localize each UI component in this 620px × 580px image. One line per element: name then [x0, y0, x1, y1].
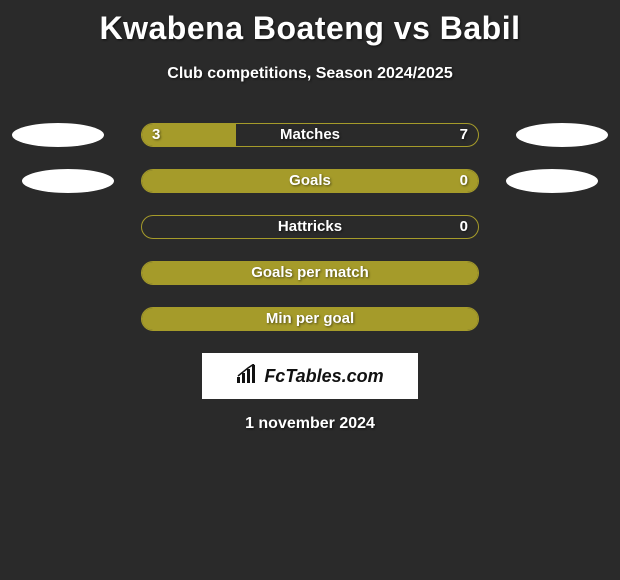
player-avatar-left	[22, 169, 114, 193]
stat-label: Goals per match	[142, 262, 478, 284]
stat-value-right: 7	[460, 124, 468, 146]
stat-value-right: 0	[460, 170, 468, 192]
stat-row: Min per goal	[0, 307, 620, 331]
brand-text: FcTables.com	[264, 366, 383, 387]
brand-chart-icon	[236, 364, 260, 389]
stat-bar: Matches3 7	[141, 123, 479, 147]
stat-row: Goals0	[0, 169, 620, 193]
stat-row: Matches3 7	[0, 123, 620, 147]
stat-value-right: 0	[460, 216, 468, 238]
stat-value-left: 3	[152, 124, 160, 146]
player-avatar-left	[12, 123, 104, 147]
stat-label: Min per goal	[142, 308, 478, 330]
player-avatar-right	[506, 169, 598, 193]
stat-bar: Goals0	[141, 169, 479, 193]
stat-row: Hattricks0	[0, 215, 620, 239]
stat-label: Goals	[142, 170, 478, 192]
stat-bar: Hattricks0	[141, 215, 479, 239]
brand-badge: FcTables.com	[202, 353, 418, 399]
stat-label: Matches	[142, 124, 478, 146]
stat-label: Hattricks	[142, 216, 478, 238]
stat-bar: Min per goal	[141, 307, 479, 331]
comparison-date: 1 november 2024	[0, 415, 620, 433]
comparison-title: Kwabena Boateng vs Babil	[0, 0, 620, 47]
stats-container: Matches37Goals0Hattricks0Goals per match…	[0, 123, 620, 331]
stat-row: Goals per match	[0, 261, 620, 285]
stat-bar: Goals per match	[141, 261, 479, 285]
comparison-subtitle: Club competitions, Season 2024/2025	[0, 47, 620, 83]
player-avatar-right	[516, 123, 608, 147]
